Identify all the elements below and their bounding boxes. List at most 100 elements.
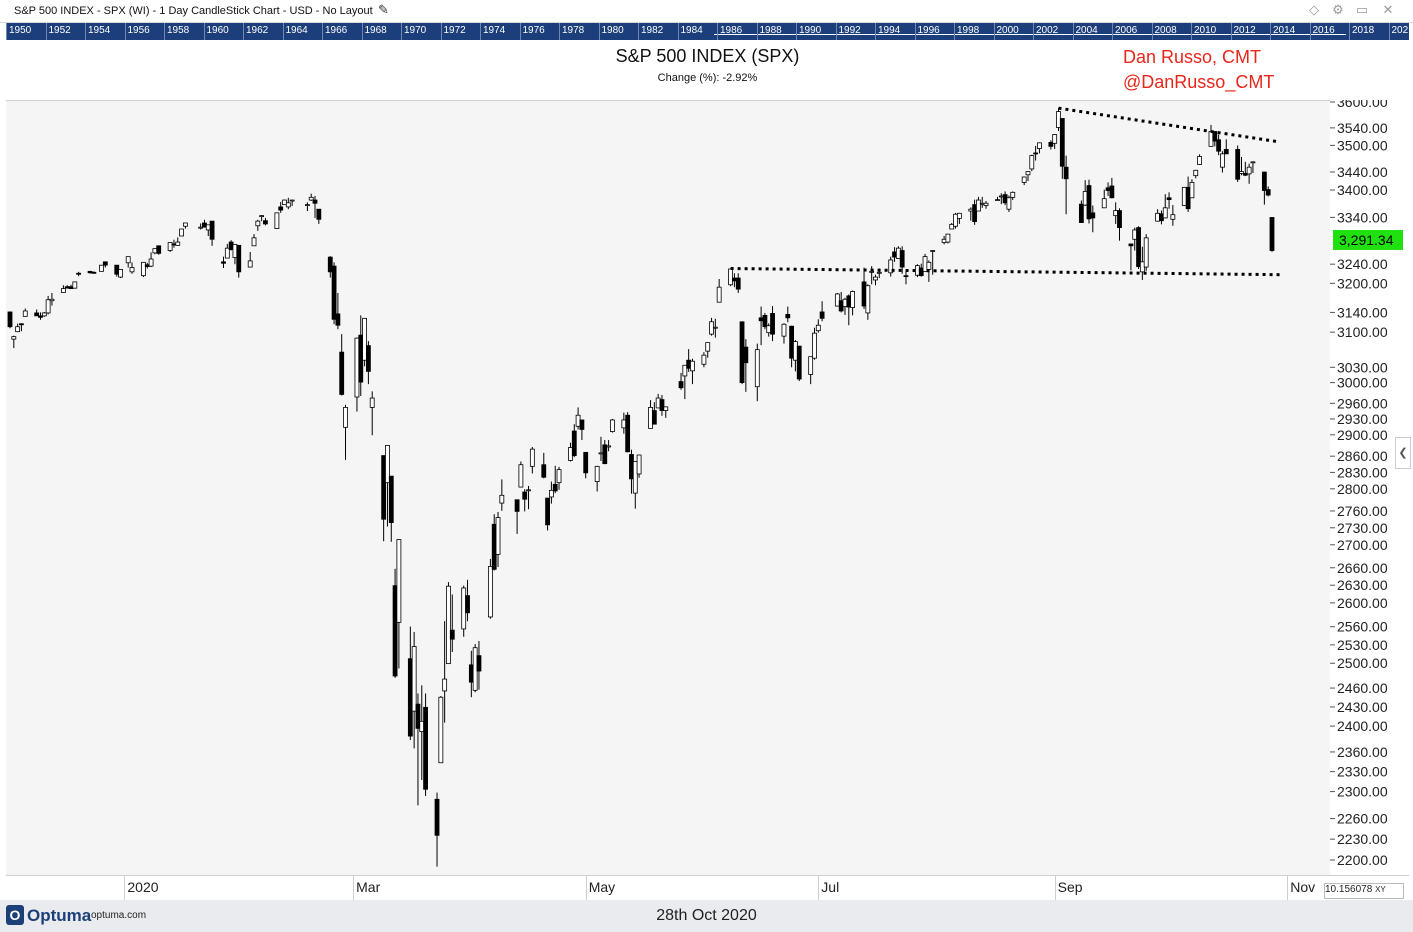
candle-body-up	[72, 281, 78, 289]
timeline-year[interactable]: 1984	[680, 25, 703, 36]
candle	[102, 261, 108, 268]
timeline-tick	[480, 23, 481, 40]
candle	[491, 514, 497, 571]
candle	[1143, 234, 1149, 271]
timeline-tick	[282, 23, 284, 40]
y-tick-label: 3000.00	[1337, 375, 1388, 391]
timeline-year[interactable]: 2008	[1154, 25, 1177, 36]
timeline-year[interactable]: 1976	[522, 25, 545, 36]
candle	[728, 268, 733, 287]
candle-body-up	[1170, 214, 1176, 220]
timeline-year[interactable]: 1998	[957, 25, 980, 36]
candle-body-up	[22, 310, 28, 317]
close-icon[interactable]: ✕	[1382, 2, 1394, 17]
candle-body-up	[11, 336, 17, 340]
footer-date: 28th Oct 2020	[656, 907, 757, 924]
candle-body-up	[793, 341, 798, 361]
timeline-year[interactable]: 1958	[167, 25, 190, 36]
candle-body-up	[915, 265, 920, 276]
candle	[1021, 176, 1027, 186]
timeline-year[interactable]: 2002	[1036, 25, 1059, 36]
timeline-year[interactable]: 2018	[1352, 25, 1375, 36]
candle-body-down	[846, 295, 852, 308]
timeline-year[interactable]: 1996	[917, 25, 940, 36]
candle	[251, 234, 257, 247]
timeline-tick	[1072, 23, 1074, 40]
candle	[1105, 182, 1111, 196]
candle	[1086, 179, 1092, 224]
timeline-year[interactable]: 1960	[206, 25, 229, 36]
timeline-year[interactable]: 1950	[9, 25, 32, 36]
timeline-tick	[677, 23, 679, 40]
candlestick-chart	[7, 106, 1280, 867]
candle-body-up	[636, 454, 642, 475]
y-tick-label: 2530.00	[1337, 637, 1388, 653]
trendline[interactable]	[730, 266, 1280, 277]
candle	[678, 372, 684, 390]
candle	[1269, 217, 1275, 252]
timeline-year[interactable]: 2012	[1233, 25, 1256, 36]
timeline-year[interactable]: 1992	[838, 25, 861, 36]
panel-collapse-icon[interactable]: ❮	[1395, 437, 1411, 469]
timeline-year[interactable]: 1964	[285, 25, 308, 36]
timeline-year[interactable]: 1980	[601, 25, 624, 36]
timeline-range-window[interactable]	[714, 34, 1346, 35]
timeline-year[interactable]: 1994	[878, 25, 901, 36]
candle	[438, 695, 444, 764]
minimize-icon[interactable]: ▭	[1355, 2, 1369, 17]
timeline-year[interactable]: 2004	[1075, 25, 1098, 36]
timeline-year[interactable]: 1962	[246, 25, 269, 36]
settings-icon[interactable]: ⚙	[1332, 2, 1344, 17]
timeline-year[interactable]: 202	[1391, 25, 1409, 36]
timeline-year[interactable]: 1970	[404, 25, 427, 36]
candle	[796, 345, 802, 382]
candle	[255, 219, 261, 231]
candle	[72, 281, 78, 289]
timeline-year[interactable]: 2006	[1115, 25, 1138, 36]
date-axis[interactable]: 2020 Mar May Jul Sep Nov	[6, 875, 1409, 900]
timeline-year[interactable]: 1982	[641, 25, 664, 36]
timeline-year[interactable]: 1988	[759, 25, 782, 36]
candle	[953, 212, 958, 229]
candle-body-down	[263, 220, 268, 225]
pencil-icon[interactable]: ✎	[378, 2, 389, 17]
candle	[263, 217, 268, 226]
timeline-year[interactable]: 1968	[364, 25, 387, 36]
price-axis[interactable]: 3600.00 3540.00 3500.00 3440.00 3400.00 3340.…	[1330, 94, 1409, 875]
xy-readout[interactable]: 10.156078 XY	[1324, 883, 1404, 899]
timeline-year[interactable]: 1966	[325, 25, 348, 36]
timeline-year[interactable]: 2010	[1194, 25, 1217, 36]
timeline-tick	[559, 23, 560, 40]
timeline-year[interactable]: 1986	[720, 25, 743, 36]
candle-body-up	[983, 202, 989, 206]
chart-plot-area[interactable]	[6, 100, 1330, 876]
candle	[1006, 195, 1012, 212]
candle-body-up	[1197, 156, 1202, 165]
timeline-year[interactable]: 1954	[88, 25, 111, 36]
timeline-year[interactable]: 1952	[48, 25, 71, 36]
candle	[15, 323, 21, 333]
timeline-year[interactable]: 1974	[483, 25, 506, 36]
diamond-icon[interactable]: ◇	[1309, 2, 1319, 17]
candle	[1239, 156, 1244, 176]
candle-body-up	[251, 237, 257, 247]
timeline-year[interactable]: 2000	[996, 25, 1019, 36]
candle	[198, 223, 204, 230]
y-tick-label: 3140.00	[1337, 304, 1388, 320]
candle	[148, 252, 154, 268]
timeline-year[interactable]: 1956	[127, 25, 150, 36]
trendline[interactable]	[1058, 106, 1280, 144]
candle-body-up	[41, 312, 47, 317]
timeline-navigator[interactable]: 1950 1952 1954 1956 1958 1960 1962 1964 1966 1968…	[6, 23, 1409, 40]
candle-body-up	[99, 264, 104, 272]
y-tick-label: 2560.00	[1337, 619, 1388, 635]
candle	[7, 311, 13, 329]
timeline-year[interactable]: 2014	[1273, 25, 1296, 36]
timeline-year[interactable]: 1978	[562, 25, 585, 36]
timeline-year[interactable]: 1972	[443, 25, 466, 36]
candle-body-down	[64, 286, 70, 289]
timeline-year[interactable]: 1990	[799, 25, 822, 36]
candle-body-down	[38, 315, 43, 318]
candle	[22, 308, 28, 317]
timeline-year[interactable]: 2016	[1312, 25, 1335, 36]
